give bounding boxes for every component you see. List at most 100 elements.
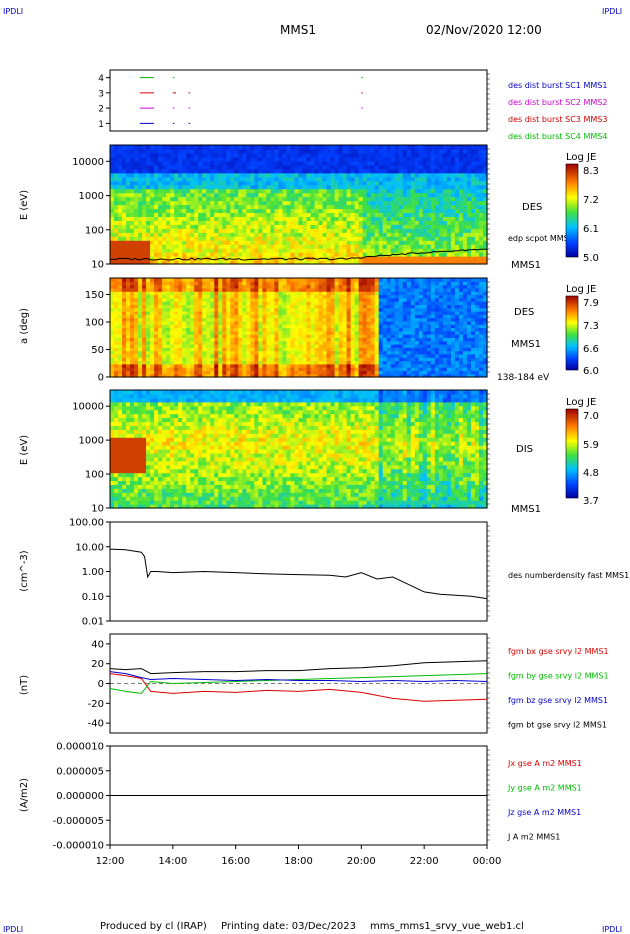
spectrogram-cell (234, 353, 239, 358)
spectrogram-cell (338, 188, 344, 194)
spectrogram-cell (122, 347, 127, 352)
spectrogram-cell (454, 212, 460, 217)
spectrogram-cell (230, 327, 235, 332)
spectrogram-cell (454, 216, 460, 221)
spectrogram-cell (222, 208, 227, 214)
spectrogram-cell (298, 188, 304, 194)
spectrogram-cell (158, 216, 163, 221)
spectrogram-cell (242, 184, 247, 190)
spectrogram-cell (242, 145, 247, 150)
spectrogram-cell (198, 294, 203, 299)
spectrogram-cell (326, 232, 332, 237)
spectrogram-cell (330, 232, 336, 237)
spectrogram-cell (430, 156, 436, 162)
spectrogram-cell (158, 176, 163, 182)
spectrogram-cell (382, 184, 388, 190)
spectrogram-cell (118, 311, 123, 315)
spectrogram-cell (390, 148, 396, 154)
spectrogram-cell (110, 244, 115, 249)
spectrogram-cell (130, 200, 135, 206)
spectrogram-cell (414, 160, 420, 166)
spectrogram-cell (326, 188, 332, 194)
spectrogram-cell (446, 244, 452, 249)
spectrogram-cell (374, 224, 380, 229)
spectrogram-cell (390, 204, 396, 210)
spectrogram-cell (190, 291, 195, 296)
spectrogram-cell (258, 200, 263, 206)
spectrogram-cell (242, 248, 247, 253)
spectrogram-cell (410, 200, 416, 206)
spectrogram-cell (382, 220, 388, 225)
spectrogram-cell (270, 278, 276, 282)
spectrogram-cell (450, 168, 456, 174)
spectrogram-cell (146, 370, 151, 375)
spectrogram-cell (130, 248, 135, 253)
corner-mark-top-left: IPDLI (3, 7, 23, 16)
spectrogram-cell (154, 216, 159, 221)
burst-legend-entry: des dist burst SC1 MMS1 (508, 81, 607, 90)
spectrogram-cell (358, 208, 364, 214)
spectrogram-cell (190, 284, 195, 289)
spectrogram-cell (234, 327, 239, 332)
spectrogram-cell (482, 252, 488, 257)
spectrogram-cell (338, 224, 344, 229)
spectrogram-cell (186, 294, 191, 299)
spectrogram-cell (214, 340, 219, 345)
spectrogram-cell (142, 192, 147, 198)
spectrogram-cell (438, 252, 444, 257)
spectrogram-cell (178, 340, 183, 345)
spectrogram-cell (266, 204, 272, 210)
spectrogram-cell (138, 284, 143, 289)
spectrogram-cell (286, 228, 292, 233)
spectrogram-cell (462, 256, 468, 261)
spectrogram-cell (402, 176, 408, 182)
spectrogram-cell (310, 212, 316, 217)
spectrogram-cell (210, 327, 215, 332)
spectrogram-cell (138, 256, 143, 261)
spectrogram-cell (346, 278, 352, 282)
spectrogram-cell (290, 244, 296, 249)
spectrogram-cell (238, 334, 243, 338)
spectrogram-cell (230, 184, 235, 190)
spectrogram-cell (230, 367, 235, 371)
spectrogram-cell (158, 304, 163, 309)
spectrogram-cell (162, 320, 167, 325)
spectrogram-cell (126, 252, 131, 257)
spectrogram-cell (430, 160, 436, 166)
spectrogram-cell (134, 224, 139, 229)
spectrogram-cell (418, 216, 424, 221)
spectrogram-cell (142, 304, 147, 309)
spectrogram-cell (190, 244, 195, 249)
spectrogram-cell (162, 347, 167, 352)
spectrogram-cell (234, 168, 239, 174)
spectrogram-cell (182, 176, 187, 182)
spectrogram-cell (462, 184, 468, 190)
spectrogram-cell (450, 152, 456, 158)
spectrogram-cell (198, 353, 203, 358)
spectrogram-cell (342, 216, 348, 221)
spectrogram-cell (294, 228, 300, 233)
spectrogram-cell (242, 256, 247, 261)
spectrogram-cell (430, 212, 436, 217)
spectrogram-cell (210, 373, 215, 378)
spectrogram-cell (470, 188, 476, 194)
spectrogram-cell (326, 252, 332, 257)
spectrogram-cell (206, 294, 211, 299)
spectrogram-cell (226, 360, 231, 365)
spectrogram-cell (166, 152, 171, 158)
spectrogram-cell (298, 252, 304, 257)
spectrogram-cell (154, 320, 159, 325)
spectrogram-cell (266, 256, 272, 261)
spectrogram-cell (286, 156, 292, 162)
spectrogram-cell (234, 340, 239, 345)
spectrogram-cell (110, 373, 115, 378)
spectrogram-cell (306, 244, 312, 249)
spectrogram-cell (370, 232, 376, 237)
spectrogram-cell (394, 180, 400, 186)
spectrogram-cell (342, 256, 348, 261)
spectrogram-cell (306, 212, 312, 217)
spectrogram-cell (146, 208, 151, 214)
spectrogram-cell (298, 240, 304, 245)
spectrogram-cell (214, 228, 219, 233)
spectrogram-cell (178, 304, 183, 309)
